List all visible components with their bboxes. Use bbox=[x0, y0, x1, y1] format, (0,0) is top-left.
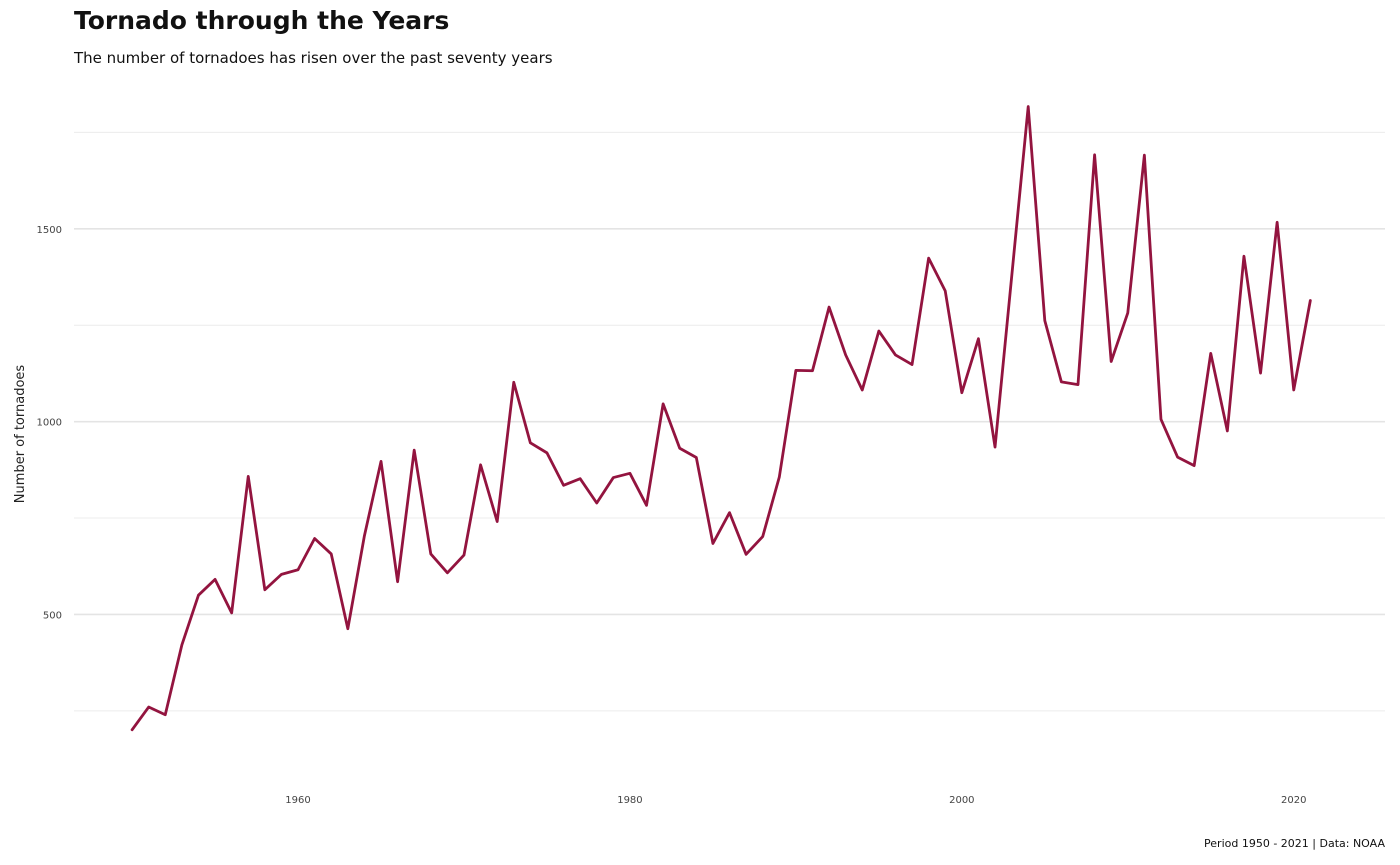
x-tick-label: 2020 bbox=[1281, 795, 1306, 806]
minor-gridlines bbox=[74, 131, 1385, 712]
y-tick-label: 1000 bbox=[37, 418, 62, 429]
x-axis-tick-labels: 1960 1980 2000 2020 bbox=[285, 795, 1306, 806]
y-tick-label: 500 bbox=[43, 610, 62, 621]
x-tick-label: 1980 bbox=[617, 795, 642, 806]
x-tick-label: 1960 bbox=[285, 795, 310, 806]
chart-subtitle: The number of tornadoes has risen over t… bbox=[74, 49, 553, 67]
series-line bbox=[130, 105, 1312, 732]
chart-caption: Period 1950 - 2021 | Data: NOAA bbox=[1204, 837, 1385, 850]
chart-title: Tornado through the Years bbox=[74, 6, 450, 35]
y-tick-label: 1500 bbox=[37, 225, 62, 236]
x-tick-label: 2000 bbox=[949, 795, 974, 806]
series-group bbox=[130, 105, 1312, 732]
y-axis-title: Number of tornadoes bbox=[13, 365, 28, 504]
y-axis-tick-labels: 500 1000 1500 bbox=[37, 225, 62, 622]
major-gridlines bbox=[74, 228, 1385, 616]
